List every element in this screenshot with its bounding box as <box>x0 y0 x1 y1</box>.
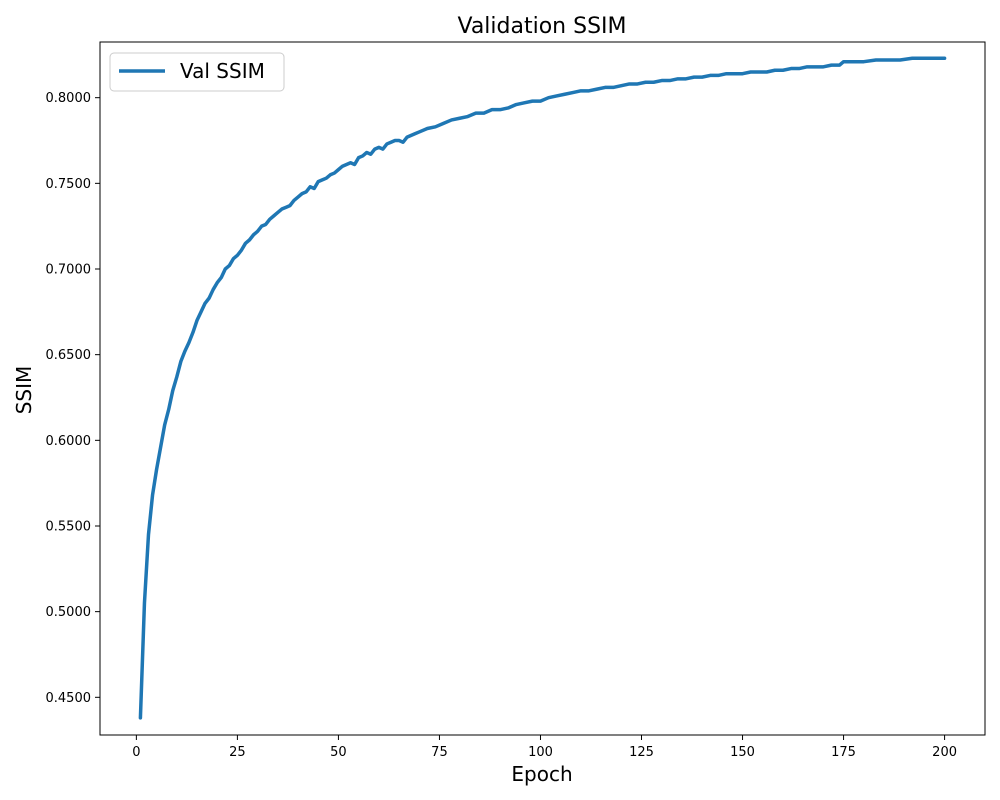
y-tick-label: 0.7500 <box>46 177 92 192</box>
y-axis-ticks: 0.4500 0.5000 0.5500 0.6000 0.6500 0.7000 0.75… <box>46 91 100 706</box>
x-tick-label: 175 <box>831 745 856 760</box>
y-tick-label: 0.6000 <box>46 434 92 449</box>
legend: Val SSIM <box>109 52 285 92</box>
x-tick-label: 100 <box>528 745 553 760</box>
val-ssim-series-line <box>138 56 947 720</box>
legend-box <box>109 52 285 92</box>
y-tick-label: 0.6500 <box>46 348 92 363</box>
x-tick-label: 25 <box>229 745 246 760</box>
x-tick-label: 75 <box>431 745 448 760</box>
y-tick-label: 0.5000 <box>46 605 92 620</box>
x-tick-label: 50 <box>330 745 347 760</box>
y-axis-label: SSIM <box>12 366 36 415</box>
y-tick-label: 0.4500 <box>46 691 92 706</box>
chart-title: Validation SSIM <box>457 14 626 39</box>
x-axis-ticks: 0 25 50 75 100 125 150 175 200 <box>132 735 957 760</box>
legend-label-val-ssim: Val SSIM <box>180 59 265 83</box>
x-tick-label: 125 <box>629 745 654 760</box>
plot-area-frame <box>99 41 986 736</box>
y-tick-label: 0.5500 <box>46 519 92 534</box>
y-tick-label: 0.7000 <box>46 263 92 278</box>
x-tick-label: 150 <box>730 745 755 760</box>
x-tick-label: 0 <box>132 745 140 760</box>
y-tick-label: 0.8000 <box>46 91 92 106</box>
x-axis-label: Epoch <box>511 762 572 786</box>
x-tick-label: 200 <box>932 745 957 760</box>
